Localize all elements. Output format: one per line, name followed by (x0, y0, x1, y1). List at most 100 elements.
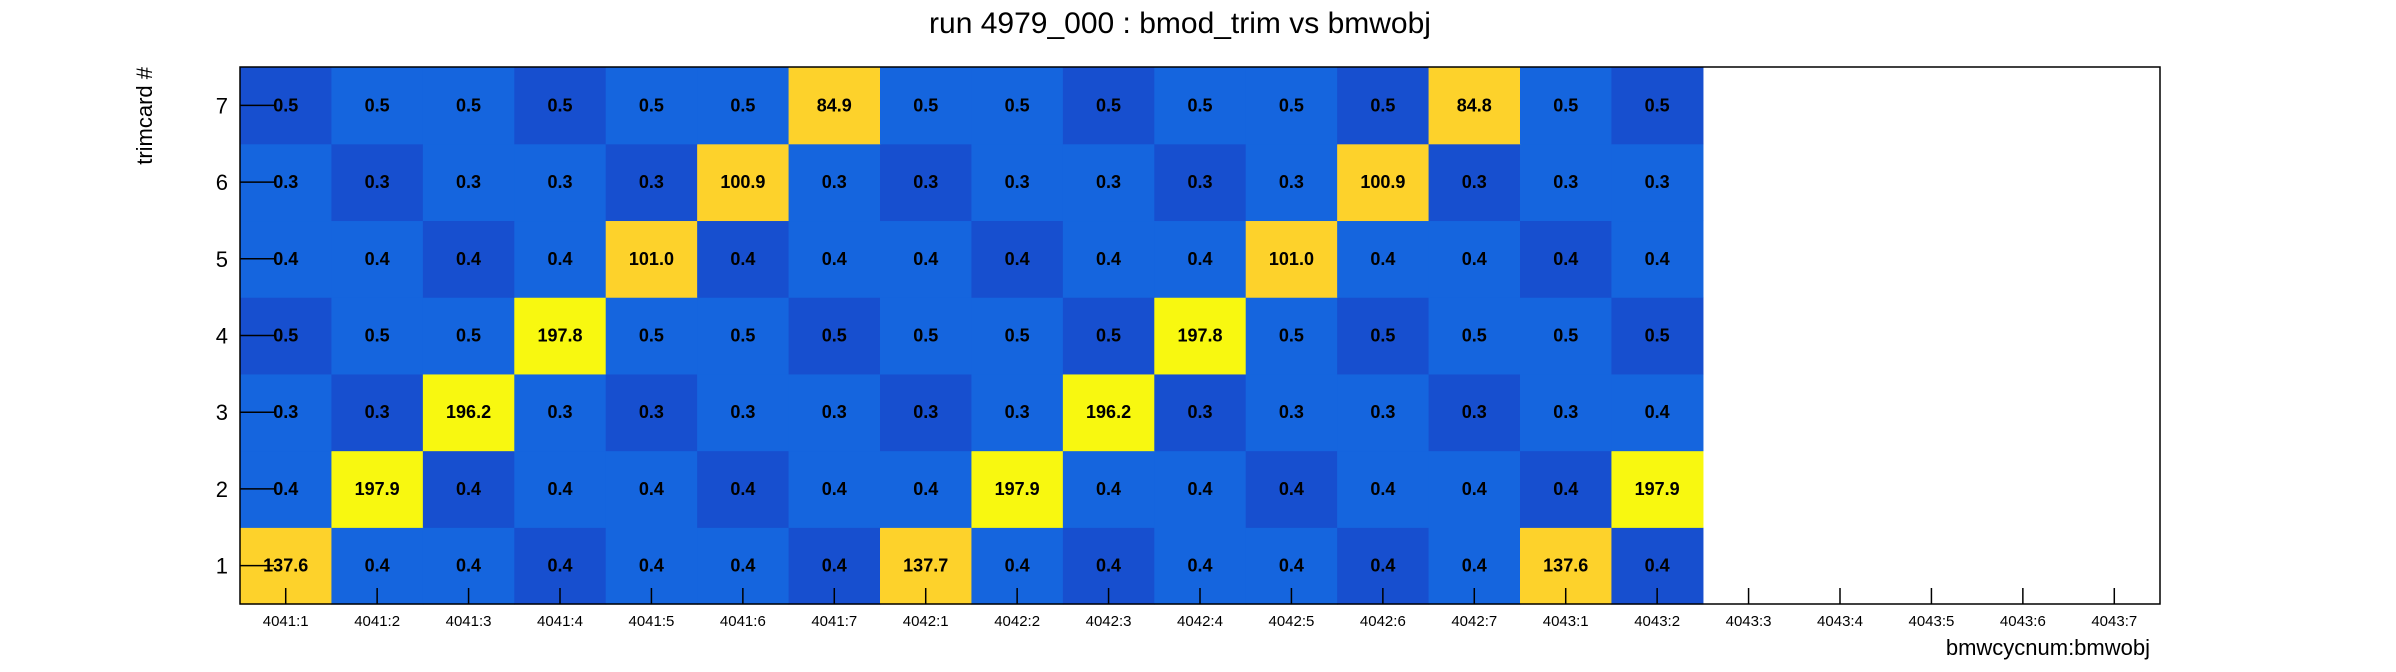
cell-value-label: 0.3 (730, 402, 755, 422)
heatmap-cell (697, 373, 790, 452)
cell-value-label: 0.5 (365, 326, 390, 346)
cell-value-label: 0.5 (1005, 95, 1030, 115)
cell-value-label: 0.5 (1279, 326, 1304, 346)
cell-value-label: 0.4 (456, 479, 481, 499)
heatmap-cell (788, 297, 881, 375)
cell-value-label: 0.4 (1279, 556, 1304, 576)
cell-value-label: 0.3 (1370, 402, 1395, 422)
cell-value-label: 0.4 (365, 556, 390, 576)
heatmap-cell (1154, 373, 1247, 452)
heatmap-cell (1428, 220, 1521, 298)
cell-value-label: 0.4 (1187, 479, 1212, 499)
cell-value-label: 0.3 (1005, 172, 1030, 192)
heatmap-cell (605, 220, 698, 298)
y-tick-label: 1 (216, 554, 228, 579)
heatmap-cell (1154, 450, 1247, 528)
cell-value-label: 0.5 (456, 326, 481, 346)
heatmap-cell (422, 450, 515, 528)
heatmap-cell-labels: 137.6 0.4 0.4 0.4 0.4 0.4 0.4 137.7 0.4 0.4 0.4 0.4… (263, 95, 1679, 575)
heatmap-cell (422, 67, 515, 145)
cell-value-label: 0.4 (913, 479, 938, 499)
x-tick-label: 4043:1 (1543, 613, 1589, 630)
cell-value-label: 0.3 (456, 172, 481, 192)
heatmap-cell (1245, 220, 1338, 298)
cell-value-label: 0.3 (547, 402, 572, 422)
cell-value-label: 0.3 (639, 402, 664, 422)
heatmap-cell (1245, 297, 1338, 375)
heatmap-cell (880, 220, 973, 298)
cell-value-label: 0.4 (1096, 249, 1121, 269)
cell-value-label: 0.3 (273, 172, 298, 192)
heatmap-cell (697, 143, 790, 222)
cell-value-label: 0.4 (1370, 556, 1395, 576)
cell-value-label: 0.4 (1645, 249, 1670, 269)
cell-value-label: 0.4 (730, 249, 755, 269)
cell-value-label: 0.4 (1462, 556, 1487, 576)
cell-value-label: 137.7 (903, 556, 948, 576)
cell-value-label: 0.4 (1187, 249, 1212, 269)
cell-value-label: 196.2 (446, 402, 491, 422)
heatmap-cell (1245, 450, 1338, 528)
cell-value-label: 0.3 (1005, 402, 1030, 422)
heatmap-cell (1062, 220, 1155, 298)
y-tick-label: 3 (216, 400, 228, 425)
cell-value-label: 197.8 (1177, 326, 1222, 346)
heatmap-cell (1337, 297, 1430, 375)
heatmap-cell (788, 67, 881, 145)
heatmap-cell (1428, 450, 1521, 528)
cell-value-label: 0.3 (1553, 172, 1578, 192)
heatmap-cell (1062, 373, 1155, 452)
cell-value-label: 0.4 (822, 249, 847, 269)
cell-value-label: 0.5 (1187, 95, 1212, 115)
x-tick-label: 4042:4 (1177, 613, 1223, 630)
heatmap-cell (788, 220, 881, 298)
heatmap-cell (1062, 67, 1155, 145)
cell-value-label: 0.4 (547, 556, 572, 576)
heatmap-cell (605, 450, 698, 528)
cell-value-label: 0.3 (639, 172, 664, 192)
heatmap-cell (514, 143, 607, 222)
cell-value-label: 197.9 (995, 479, 1040, 499)
cell-value-label: 0.5 (456, 95, 481, 115)
cell-value-label: 0.3 (1096, 172, 1121, 192)
heatmap-cell (331, 450, 424, 528)
heatmap-cell (1520, 67, 1613, 145)
heatmap-cell (971, 67, 1064, 145)
x-tick-label: 4043:3 (1726, 613, 1772, 630)
x-tick-label: 4043:2 (1634, 613, 1680, 630)
heatmap-cell (1154, 220, 1247, 298)
heatmap-cell (1428, 373, 1521, 452)
heatmap-cell (331, 297, 424, 375)
heatmap-cell (971, 373, 1064, 452)
cell-value-label: 0.3 (547, 172, 572, 192)
heatmap-cell (514, 220, 607, 298)
heatmap-cell (1611, 297, 1704, 375)
cell-value-label: 0.5 (1645, 326, 1670, 346)
heatmap-cell (1520, 373, 1613, 452)
heatmap-cell (1611, 220, 1704, 298)
y-tick-label: 4 (216, 324, 228, 349)
heatmap-cell (422, 143, 515, 222)
cell-value-label: 0.4 (547, 249, 572, 269)
cell-value-label: 0.5 (365, 95, 390, 115)
heatmap-cell (1611, 143, 1704, 222)
heatmap-cell (971, 450, 1064, 528)
cell-value-label: 0.4 (822, 556, 847, 576)
cell-value-label: 0.4 (1645, 402, 1670, 422)
heatmap-cell (1337, 67, 1430, 145)
cell-value-label: 0.3 (1187, 402, 1212, 422)
heatmap-cell (1062, 450, 1155, 528)
cell-value-label: 0.5 (639, 95, 664, 115)
cell-value-label: 0.3 (822, 172, 847, 192)
x-tick-label: 4042:7 (1451, 613, 1497, 630)
heatmap-cell (1062, 297, 1155, 375)
cell-value-label: 0.5 (1096, 326, 1121, 346)
heatmap-cell (1245, 143, 1338, 222)
y-axis-title: trimcard # (132, 66, 157, 165)
heatmap-cell (422, 220, 515, 298)
cell-value-label: 0.4 (1005, 249, 1030, 269)
cell-value-label: 0.3 (913, 402, 938, 422)
heatmap-cell (331, 143, 424, 222)
cell-value-label: 0.4 (1553, 479, 1578, 499)
